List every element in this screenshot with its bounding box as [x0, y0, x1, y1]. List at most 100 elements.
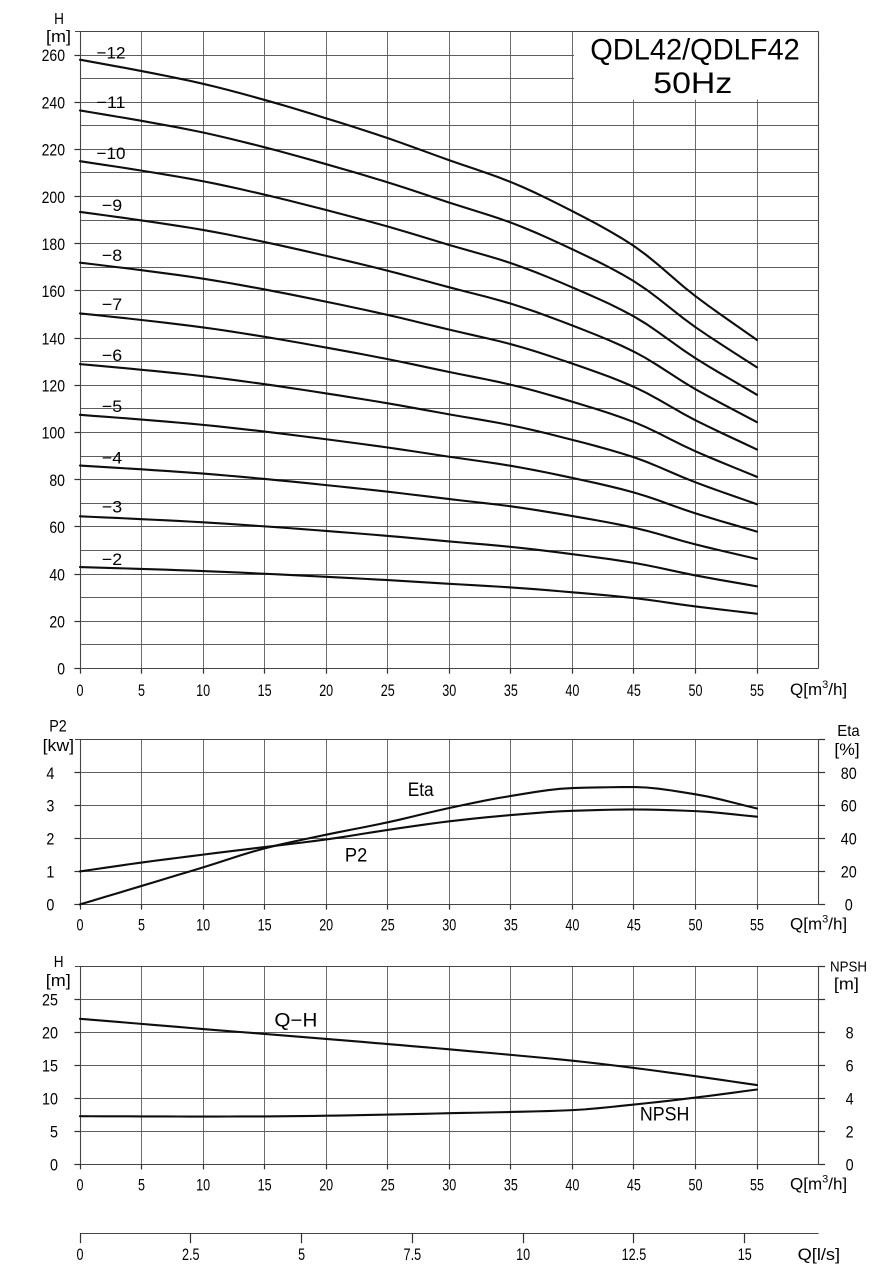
- svg-text:25: 25: [381, 1176, 395, 1195]
- svg-text:15: 15: [738, 1245, 752, 1264]
- svg-text:120: 120: [42, 377, 65, 396]
- svg-text:1: 1: [46, 863, 54, 882]
- svg-text:45: 45: [627, 681, 641, 700]
- svg-text:50: 50: [688, 681, 702, 700]
- svg-text:−5: −5: [102, 397, 122, 416]
- svg-text:−9: −9: [102, 196, 122, 215]
- svg-text:10: 10: [196, 681, 210, 700]
- svg-text:10: 10: [196, 916, 210, 935]
- svg-text:50: 50: [688, 916, 702, 935]
- svg-text:Eta: Eta: [408, 780, 434, 801]
- svg-text:15: 15: [258, 916, 272, 935]
- svg-text:12.5: 12.5: [622, 1245, 647, 1264]
- svg-text:H: H: [54, 11, 64, 28]
- svg-text:80: 80: [841, 764, 857, 783]
- svg-text:10: 10: [42, 1089, 58, 1108]
- svg-text:240: 240: [42, 93, 65, 112]
- svg-text:25: 25: [381, 681, 395, 700]
- svg-text:6: 6: [846, 1056, 854, 1075]
- svg-text:Q[m3/h]: Q[m3/h]: [790, 914, 847, 934]
- svg-text:Q[m3/h]: Q[m3/h]: [790, 679, 847, 699]
- svg-text:H: H: [54, 954, 64, 971]
- svg-text:[m]: [m]: [46, 971, 71, 990]
- svg-text:−10: −10: [97, 144, 126, 163]
- svg-text:45: 45: [627, 1176, 641, 1195]
- svg-text:40: 40: [49, 565, 65, 584]
- svg-text:QDL42/QDLF42: QDL42/QDLF42: [590, 33, 800, 66]
- svg-text:Eta: Eta: [837, 723, 859, 740]
- svg-text:−6: −6: [102, 346, 122, 365]
- svg-text:Q[m3/h]: Q[m3/h]: [790, 1174, 847, 1194]
- svg-text:20: 20: [841, 863, 857, 882]
- svg-text:55: 55: [750, 916, 764, 935]
- svg-text:80: 80: [49, 471, 65, 490]
- svg-text:260: 260: [42, 46, 65, 65]
- svg-text:4: 4: [46, 764, 54, 783]
- svg-text:−11: −11: [97, 93, 126, 112]
- svg-text:2.5: 2.5: [182, 1245, 200, 1264]
- svg-text:5: 5: [298, 1245, 305, 1264]
- svg-text:15: 15: [258, 681, 272, 700]
- svg-text:0: 0: [77, 1245, 84, 1264]
- svg-text:220: 220: [42, 141, 65, 160]
- svg-text:30: 30: [442, 1176, 456, 1195]
- svg-text:0: 0: [50, 1155, 58, 1174]
- svg-text:60: 60: [49, 518, 65, 537]
- svg-text:0: 0: [77, 916, 84, 935]
- svg-text:−8: −8: [102, 246, 122, 265]
- svg-text:40: 40: [565, 681, 579, 700]
- svg-text:NPSH: NPSH: [640, 1105, 690, 1126]
- svg-text:Q−H: Q−H: [274, 1011, 317, 1032]
- svg-text:−2: −2: [102, 550, 122, 569]
- svg-text:P2: P2: [49, 716, 67, 735]
- svg-text:20: 20: [319, 1176, 333, 1195]
- svg-text:40: 40: [841, 830, 857, 849]
- svg-text:50Hz: 50Hz: [653, 67, 732, 100]
- svg-text:10: 10: [516, 1245, 530, 1264]
- svg-text:[m]: [m]: [46, 27, 71, 46]
- svg-text:25: 25: [381, 916, 395, 935]
- svg-text:−12: −12: [97, 44, 126, 63]
- svg-text:−7: −7: [102, 295, 122, 314]
- svg-text:[m]: [m]: [834, 975, 859, 994]
- svg-text:0: 0: [846, 1155, 854, 1174]
- svg-text:35: 35: [504, 916, 518, 935]
- svg-text:100: 100: [42, 424, 65, 443]
- svg-text:30: 30: [442, 916, 456, 935]
- svg-text:−3: −3: [102, 498, 122, 517]
- svg-text:200: 200: [42, 188, 65, 207]
- svg-text:10: 10: [196, 1176, 210, 1195]
- svg-text:0: 0: [845, 896, 853, 915]
- svg-text:30: 30: [442, 681, 456, 700]
- svg-text:55: 55: [750, 1176, 764, 1195]
- svg-text:P2: P2: [345, 845, 367, 866]
- svg-text:160: 160: [42, 282, 65, 301]
- svg-text:20: 20: [319, 916, 333, 935]
- svg-text:7.5: 7.5: [404, 1245, 422, 1264]
- svg-text:2: 2: [46, 830, 54, 849]
- svg-text:0: 0: [57, 660, 65, 679]
- svg-text:0: 0: [46, 896, 54, 915]
- svg-text:15: 15: [258, 1176, 272, 1195]
- svg-text:25: 25: [42, 991, 58, 1010]
- svg-text:4: 4: [846, 1089, 854, 1108]
- svg-text:0: 0: [77, 681, 84, 700]
- svg-text:3: 3: [46, 797, 54, 816]
- svg-text:5: 5: [138, 1176, 145, 1195]
- svg-text:140: 140: [42, 329, 65, 348]
- svg-text:45: 45: [627, 916, 641, 935]
- svg-text:40: 40: [565, 1176, 579, 1195]
- svg-text:8: 8: [846, 1024, 854, 1043]
- svg-text:−4: −4: [102, 449, 122, 468]
- svg-text:15: 15: [42, 1056, 58, 1075]
- svg-text:5: 5: [138, 681, 145, 700]
- svg-text:60: 60: [841, 797, 857, 816]
- svg-text:[%]: [%]: [834, 740, 859, 759]
- svg-text:Q[l/s]: Q[l/s]: [798, 1245, 841, 1264]
- svg-text:40: 40: [565, 916, 579, 935]
- svg-text:35: 35: [504, 681, 518, 700]
- svg-text:20: 20: [42, 1024, 58, 1043]
- svg-text:20: 20: [319, 681, 333, 700]
- svg-text:2: 2: [846, 1122, 854, 1141]
- svg-text:50: 50: [688, 1176, 702, 1195]
